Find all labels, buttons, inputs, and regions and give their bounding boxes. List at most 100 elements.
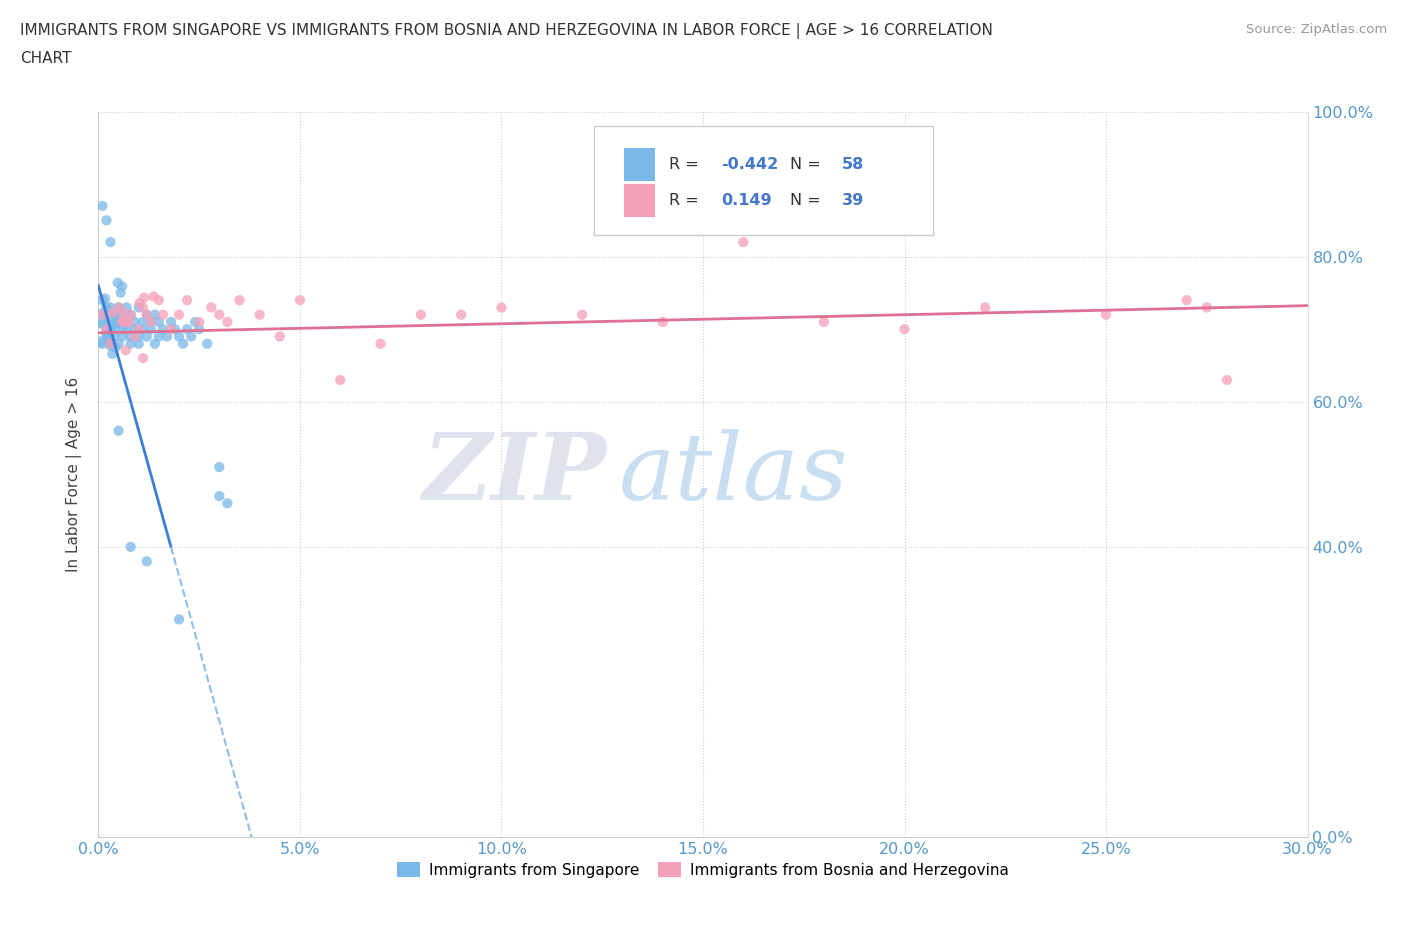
Point: [329, 373, 352, 388]
Point: [96, 329, 118, 344]
Point: [152, 322, 174, 337]
Point: [1216, 373, 1239, 388]
Point: [651, 314, 673, 329]
Point: [135, 554, 157, 569]
Point: [120, 307, 142, 322]
Point: [91, 337, 114, 352]
Point: [208, 488, 231, 503]
Point: [571, 307, 593, 322]
Point: [104, 340, 127, 355]
Point: [167, 307, 190, 322]
Point: [120, 329, 142, 344]
Point: [103, 322, 125, 337]
Point: [176, 293, 198, 308]
Point: [115, 322, 138, 337]
Point: [124, 329, 146, 344]
Point: [115, 300, 138, 315]
Point: [114, 343, 136, 358]
Point: [98, 338, 121, 352]
Point: [100, 331, 122, 346]
Point: [107, 315, 129, 330]
Point: [188, 322, 211, 337]
Point: [124, 322, 146, 337]
Point: [90, 316, 112, 331]
Point: [269, 329, 291, 344]
Point: [107, 314, 129, 329]
Point: [184, 314, 207, 329]
Point: [180, 329, 202, 344]
Point: [96, 213, 118, 228]
Point: [148, 314, 170, 329]
Point: [893, 322, 915, 337]
Text: N =: N =: [790, 157, 825, 172]
Text: 0.149: 0.149: [721, 193, 772, 208]
Text: N =: N =: [790, 193, 825, 208]
Point: [132, 322, 155, 337]
Point: [100, 300, 122, 315]
Point: [208, 307, 231, 322]
Point: [100, 322, 122, 337]
Point: [94, 291, 117, 306]
Point: [111, 322, 134, 337]
Text: -0.442: -0.442: [721, 157, 779, 172]
Point: [96, 307, 118, 322]
Point: [148, 293, 170, 308]
Point: [111, 314, 134, 329]
Point: [111, 329, 134, 344]
Point: [96, 326, 118, 341]
Point: [128, 296, 150, 311]
Point: [1095, 307, 1118, 322]
Point: [120, 307, 142, 322]
Point: [195, 337, 218, 352]
Point: [117, 314, 139, 329]
Point: [120, 337, 142, 352]
Point: [110, 286, 132, 300]
Point: [96, 322, 118, 337]
Point: [107, 275, 129, 290]
Point: [91, 314, 114, 329]
Point: [101, 305, 124, 320]
Text: IMMIGRANTS FROM SINGAPORE VS IMMIGRANTS FROM BOSNIA AND HERZEGOVINA IN LABOR FOR: IMMIGRANTS FROM SINGAPORE VS IMMIGRANTS …: [20, 23, 993, 39]
Text: R =: R =: [669, 193, 704, 208]
Point: [132, 351, 155, 365]
Point: [100, 234, 122, 249]
Point: [288, 293, 311, 308]
Point: [409, 307, 432, 322]
Text: ZIP: ZIP: [422, 430, 606, 519]
Point: [491, 300, 513, 315]
Point: [167, 329, 190, 344]
Point: [450, 307, 472, 322]
Point: [156, 329, 179, 344]
FancyBboxPatch shape: [595, 126, 932, 235]
Text: R =: R =: [669, 157, 704, 172]
Point: [96, 299, 118, 314]
Point: [142, 289, 165, 304]
Point: [135, 329, 157, 344]
Text: 58: 58: [842, 157, 865, 172]
Point: [107, 300, 129, 315]
Point: [132, 314, 155, 329]
Point: [90, 334, 112, 349]
Bar: [624, 148, 655, 180]
Point: [124, 314, 146, 329]
Point: [115, 314, 138, 329]
Point: [143, 337, 166, 352]
Point: [91, 307, 114, 322]
Point: [112, 305, 135, 320]
Point: [733, 234, 755, 249]
Point: [148, 329, 170, 344]
Point: [200, 300, 222, 315]
Point: [135, 307, 157, 322]
Point: [1195, 300, 1218, 315]
Point: [163, 322, 186, 337]
Text: 39: 39: [842, 193, 865, 208]
Point: [139, 314, 162, 329]
Point: [370, 337, 392, 352]
Point: [96, 322, 118, 337]
Point: [172, 337, 194, 352]
Point: [139, 322, 162, 337]
Point: [101, 347, 124, 362]
Point: [128, 322, 150, 337]
Point: [134, 290, 156, 305]
Point: [105, 311, 128, 325]
